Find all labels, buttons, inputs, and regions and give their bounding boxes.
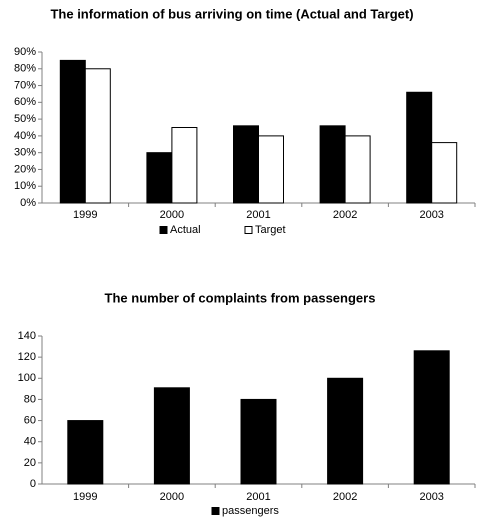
bar [431,142,458,204]
bar [413,350,450,485]
y-tick-label: 50% [14,113,36,125]
y-tick-label: 30% [14,147,36,159]
x-tick-label: 1999 [73,209,97,221]
bar [258,135,284,204]
legend-label: Actual [170,224,201,236]
chart-title: The information of bus arriving on time … [50,6,413,21]
bar [67,420,104,485]
y-tick-label: 120 [18,351,36,363]
y-tick-label: 0% [20,197,36,209]
bar [153,387,190,485]
y-tick-label: 60 [24,414,36,426]
y-tick-label: 80 [24,393,36,405]
y-tick-label: 70% [14,79,36,91]
bar [319,125,346,204]
y-tick-label: 20% [14,163,36,175]
bar [327,377,364,485]
bar [406,91,433,204]
y-tick-label: 100 [18,372,36,384]
legend-label: Target [255,224,286,236]
y-tick-label: 40 [24,436,36,448]
y-tick-label: 0 [30,478,36,490]
legend-swatch [244,226,253,234]
x-tick-label: 2003 [419,209,443,221]
x-tick-label: 2000 [160,491,184,503]
bar [146,152,173,204]
bar [59,59,86,204]
legend-swatch [211,507,220,515]
legend-label: passengers [222,505,279,517]
bar [84,68,111,204]
x-tick-label: 1999 [73,491,97,503]
x-tick-label: 2002 [333,209,357,221]
x-tick-label: 2001 [246,209,270,221]
chart-title: The number of complaints from passengers [105,290,376,305]
x-tick-label: 2000 [160,209,184,221]
y-tick-label: 20 [24,457,36,469]
bar [171,127,198,204]
y-tick-label: 40% [14,130,36,142]
bar [240,398,277,485]
y-tick-label: 10% [14,180,36,192]
legend-swatch [159,226,168,234]
y-tick-label: 60% [14,96,36,108]
bar [233,125,259,204]
y-tick-label: 80% [14,63,36,75]
x-tick-label: 2001 [246,491,270,503]
x-tick-label: 2003 [419,491,443,503]
x-tick-label: 2002 [333,491,357,503]
y-tick-label: 140 [18,330,36,342]
y-tick-label: 90% [14,46,36,58]
bar [344,135,371,204]
